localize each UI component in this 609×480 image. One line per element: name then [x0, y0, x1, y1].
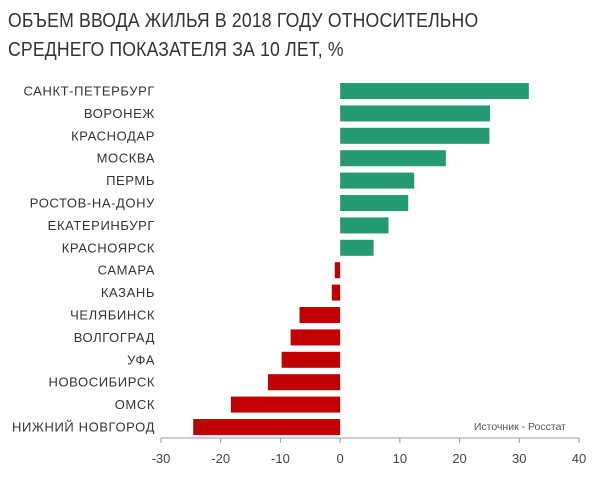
x-tick-label: 40	[572, 451, 586, 466]
x-tick-label: -20	[211, 451, 230, 466]
title-line-1: ОБЪЕМ ВВОДА ЖИЛЬЯ В 2018 ГОДУ ОТНОСИТЕЛЬ…	[8, 9, 479, 32]
category-label: КРАСНОЯРСК	[62, 240, 155, 255]
bar	[290, 329, 341, 346]
bar	[340, 172, 415, 189]
source-annotation: Источник - Росстат	[474, 421, 566, 433]
category-label: ОМСК	[115, 397, 155, 412]
category-label: МОСКВА	[97, 151, 155, 166]
category-label: ЕКАТЕРИНБУРГ	[48, 218, 155, 233]
category-label: САМАРА	[98, 263, 155, 278]
category-label: НИЖНИЙ НОВГОРОД	[12, 420, 155, 435]
category-label: НОВОСИБИРСК	[48, 375, 155, 390]
bar	[340, 239, 374, 256]
bar	[281, 351, 341, 368]
x-tick-label: 30	[512, 451, 526, 466]
category-label: ВОРОНЕЖ	[84, 106, 155, 121]
bar	[340, 127, 490, 144]
category-label: РОСТОВ-НА-ДОНУ	[30, 196, 155, 211]
x-tick-label: 10	[393, 451, 407, 466]
category-label: ЧЕЛЯБИНСК	[70, 308, 155, 323]
bar	[230, 396, 341, 413]
bar	[331, 284, 341, 301]
title-line-2: СРЕДНЕГО ПОКАЗАТЕЛЯ ЗА 10 ЛЕТ, %	[8, 38, 344, 61]
bar	[340, 195, 409, 211]
chart-title: ОБЪЕМ ВВОДА ЖИЛЬЯ В 2018 ГОДУ ОТНОСИТЕЛЬ…	[8, 6, 478, 64]
bar	[340, 105, 491, 122]
x-tick-label: -10	[271, 451, 290, 466]
x-tick-label: -30	[152, 451, 171, 466]
bar	[340, 150, 446, 167]
category-label: ПЕРМЬ	[106, 173, 155, 188]
x-tick-label: 20	[452, 451, 466, 466]
category-label: КРАСНОДАР	[71, 128, 155, 143]
bar	[267, 374, 341, 391]
bar	[193, 419, 341, 435]
category-label: САНКТ-ПЕТЕРБУРГ	[23, 84, 155, 99]
x-tick-label: 0	[337, 451, 344, 466]
bar	[340, 83, 529, 99]
category-label: ВОЛГОГРАД	[74, 330, 155, 345]
bar	[299, 307, 341, 323]
bar	[340, 217, 389, 234]
bar	[334, 262, 341, 279]
category-label: УФА	[127, 352, 155, 367]
category-label: КАЗАНЬ	[101, 285, 155, 300]
